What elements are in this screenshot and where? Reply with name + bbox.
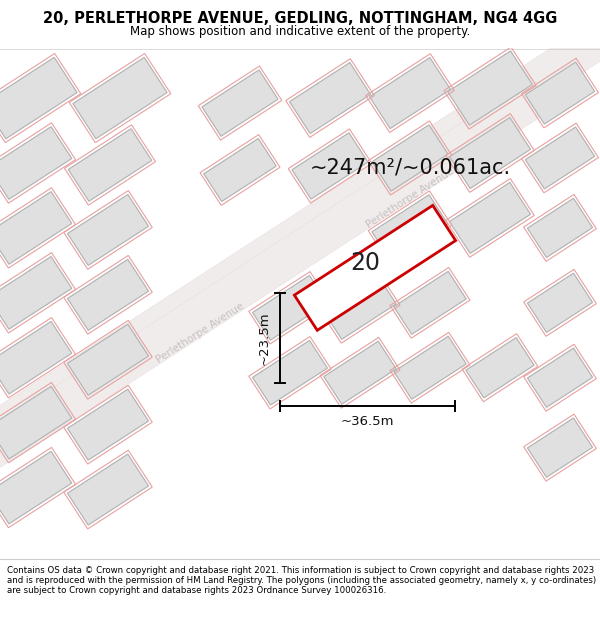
Polygon shape — [295, 206, 455, 331]
Polygon shape — [527, 198, 593, 258]
Polygon shape — [0, 77, 553, 599]
Polygon shape — [202, 70, 278, 136]
Polygon shape — [394, 336, 466, 399]
Text: Map shows position and indicative extent of the property.: Map shows position and indicative extent… — [130, 24, 470, 38]
Polygon shape — [67, 194, 149, 266]
Polygon shape — [73, 58, 167, 139]
Text: ~36.5m: ~36.5m — [341, 415, 394, 428]
Polygon shape — [0, 58, 77, 139]
Polygon shape — [448, 51, 532, 125]
Text: ~247m²/~0.061ac.: ~247m²/~0.061ac. — [310, 158, 511, 178]
Text: ~23.5m: ~23.5m — [257, 311, 271, 364]
Polygon shape — [0, 192, 72, 264]
Polygon shape — [68, 129, 152, 201]
Polygon shape — [526, 127, 595, 189]
Polygon shape — [370, 58, 451, 129]
Polygon shape — [0, 386, 72, 459]
Polygon shape — [0, 256, 72, 329]
Polygon shape — [67, 324, 149, 395]
Polygon shape — [449, 182, 530, 253]
Polygon shape — [67, 454, 149, 525]
Polygon shape — [324, 341, 396, 404]
Polygon shape — [466, 338, 534, 398]
Polygon shape — [292, 133, 368, 199]
Polygon shape — [372, 125, 448, 191]
Text: Perlethorpe Avenue: Perlethorpe Avenue — [364, 166, 455, 230]
Polygon shape — [324, 276, 396, 339]
Text: Perlethorpe Avenue: Perlethorpe Avenue — [154, 301, 245, 365]
Polygon shape — [67, 389, 149, 460]
Text: 20: 20 — [350, 251, 380, 275]
Polygon shape — [0, 451, 72, 524]
Polygon shape — [253, 341, 328, 405]
Polygon shape — [67, 259, 149, 331]
Polygon shape — [394, 271, 466, 334]
Polygon shape — [526, 62, 595, 124]
Polygon shape — [372, 195, 448, 261]
Polygon shape — [527, 273, 593, 332]
Polygon shape — [0, 321, 72, 394]
Polygon shape — [204, 139, 276, 201]
Polygon shape — [449, 118, 530, 189]
Polygon shape — [0, 0, 600, 449]
Polygon shape — [527, 348, 593, 408]
Text: 20, PERLETHORPE AVENUE, GEDLING, NOTTINGHAM, NG4 4GG: 20, PERLETHORPE AVENUE, GEDLING, NOTTING… — [43, 11, 557, 26]
Polygon shape — [527, 418, 593, 478]
Polygon shape — [253, 276, 328, 340]
Polygon shape — [289, 62, 371, 134]
Text: Contains OS data © Crown copyright and database right 2021. This information is : Contains OS data © Crown copyright and d… — [7, 566, 596, 596]
Polygon shape — [0, 127, 72, 199]
